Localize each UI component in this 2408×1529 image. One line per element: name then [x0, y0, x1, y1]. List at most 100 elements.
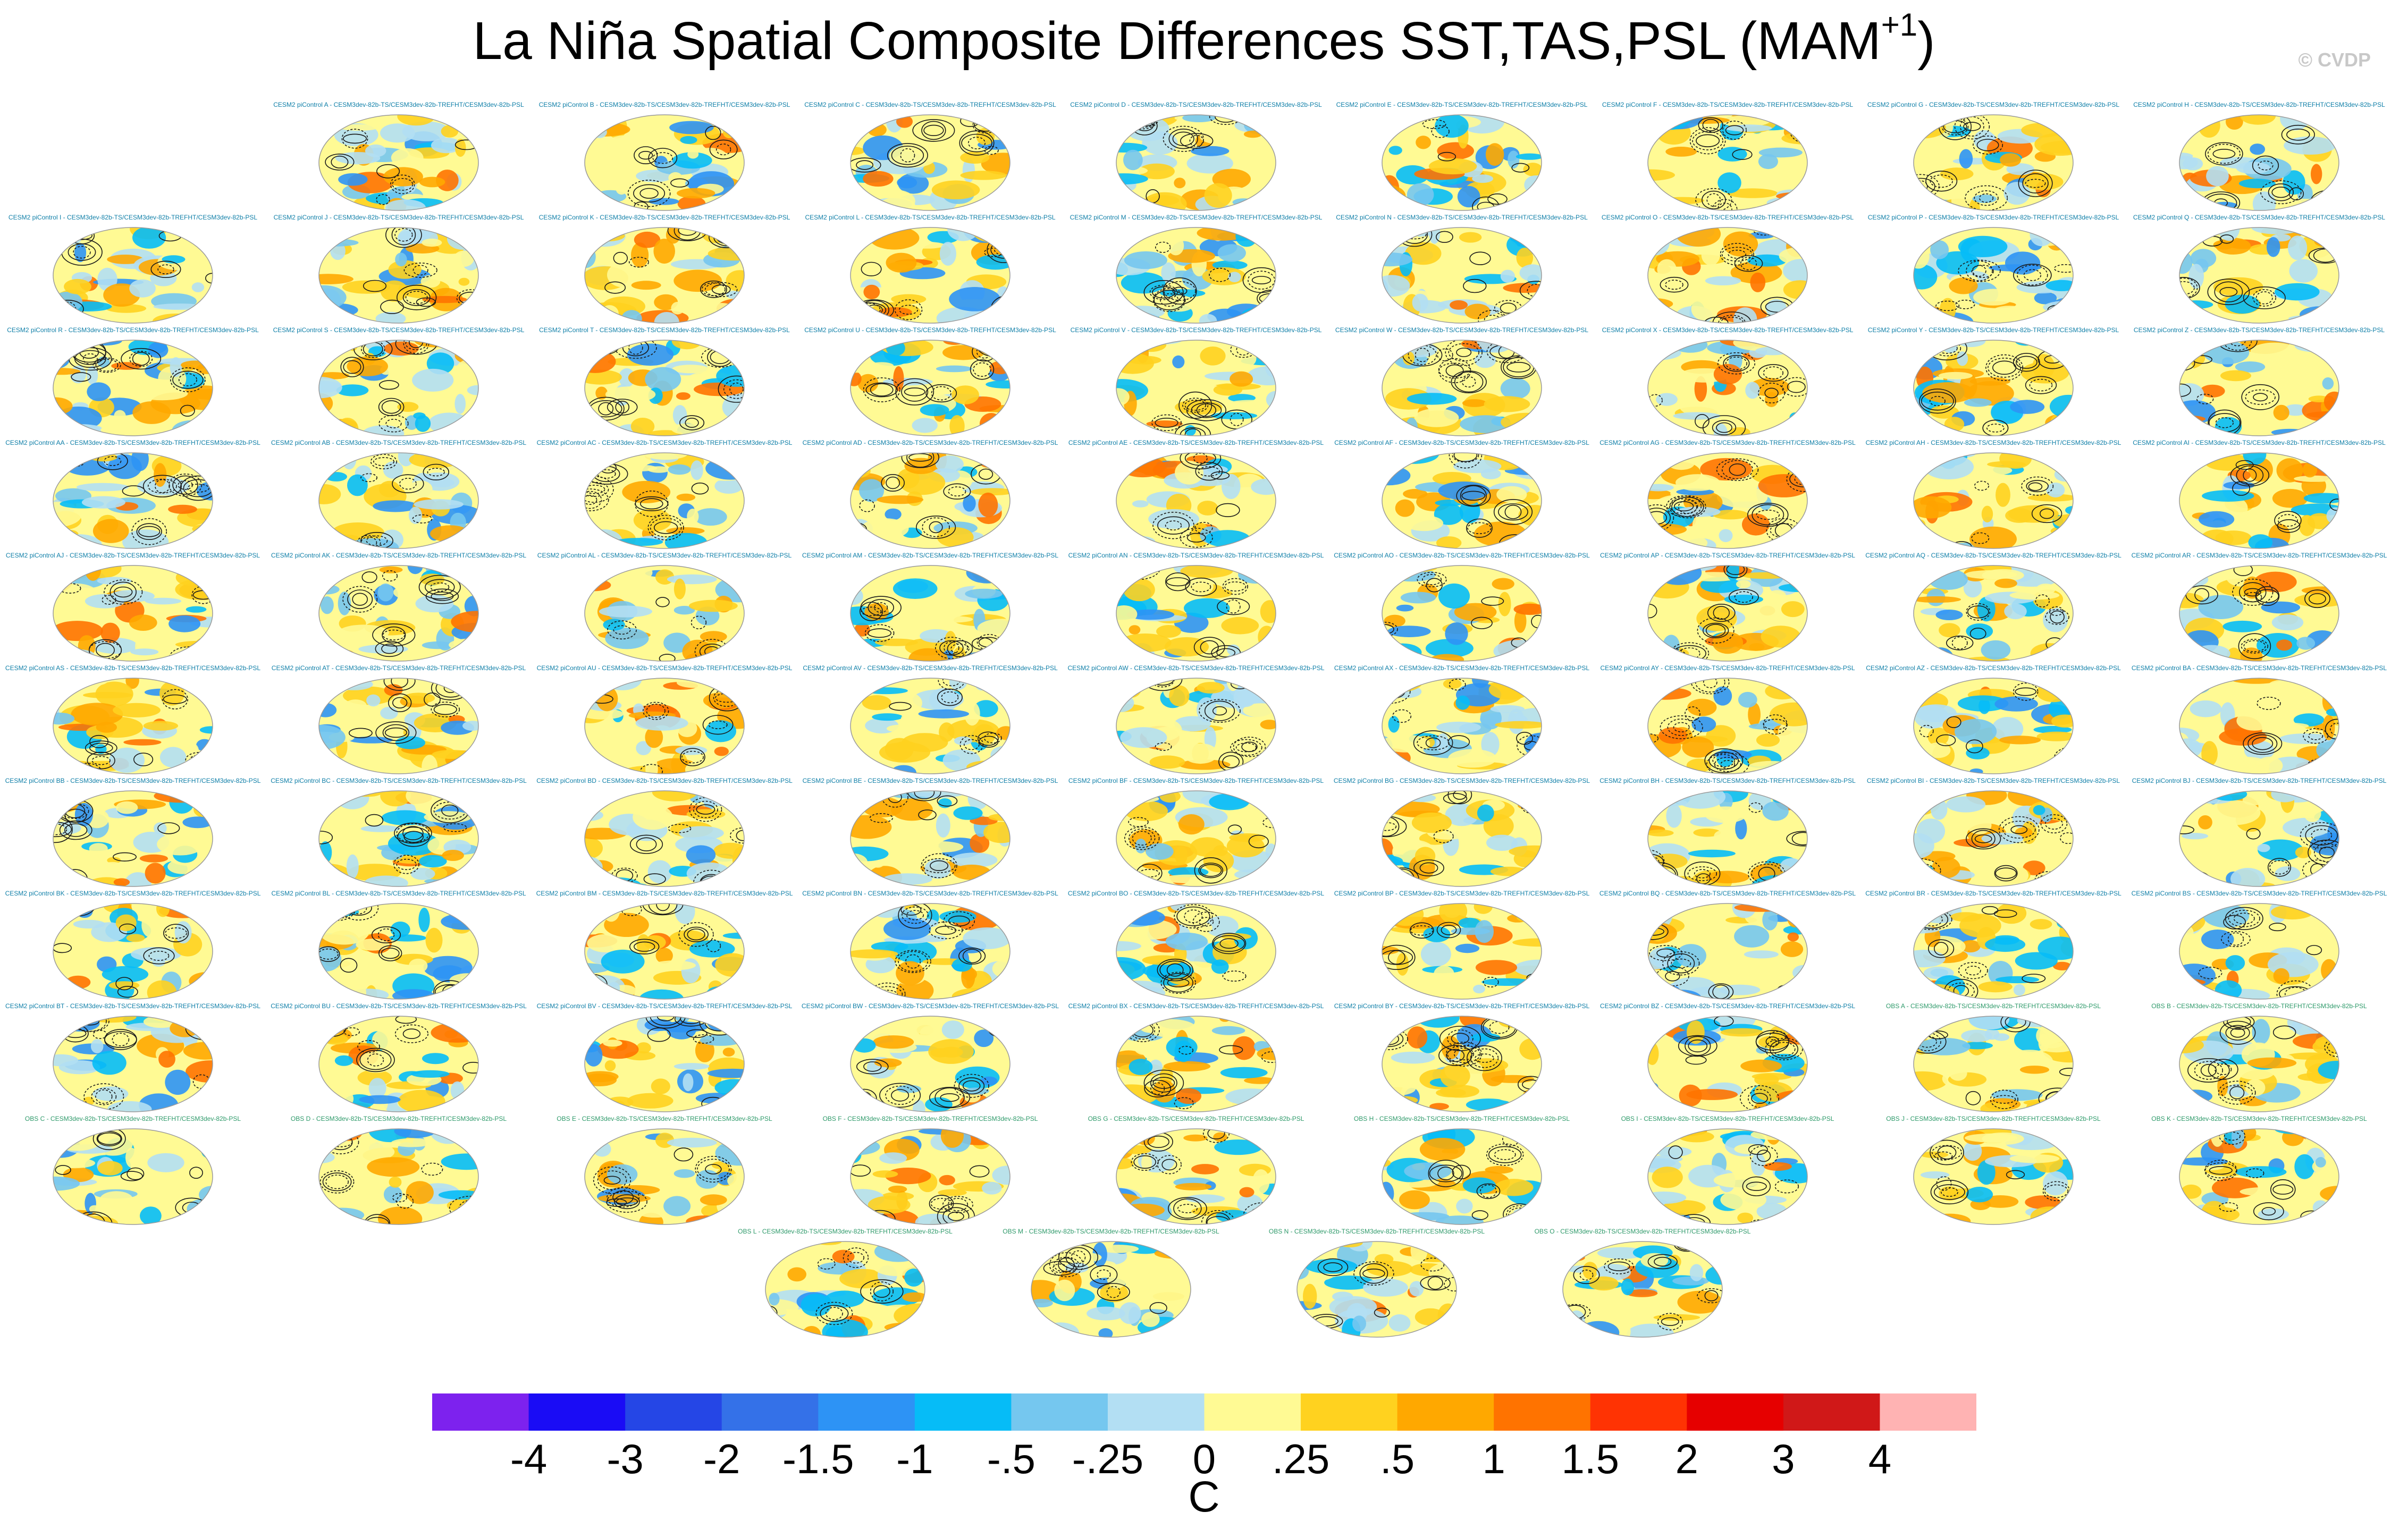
anomaly-patch [1914, 534, 1941, 548]
anomaly-patch [148, 342, 169, 358]
psl-contour [461, 1203, 478, 1213]
psl-contour [382, 724, 410, 741]
psl-contour [725, 652, 744, 661]
psl-contour [1258, 983, 1276, 998]
anomaly-patch [1116, 1026, 1128, 1045]
psl-contour [53, 307, 77, 323]
psl-contour [2269, 860, 2289, 875]
map-svg [1382, 227, 1542, 324]
anomaly-patch [1116, 115, 1134, 123]
colorbar-tick-label: 1.5 [1561, 1435, 1619, 1482]
psl-contour [959, 735, 984, 754]
psl-contour [433, 704, 457, 715]
anomaly-patch [1788, 678, 1807, 693]
anomaly-patch [585, 798, 607, 810]
anomaly-patch [700, 631, 727, 643]
anomaly-patch [2225, 294, 2260, 314]
anomaly-patch [125, 678, 139, 689]
psl-contour [684, 926, 709, 942]
psl-contour [851, 522, 868, 537]
anomaly-patch [604, 1060, 616, 1071]
anomaly-patch [89, 1205, 100, 1213]
anomaly-patch [2179, 567, 2218, 575]
anomaly-patch [415, 595, 454, 613]
map-svg [1116, 903, 1276, 1000]
anomaly-patch [879, 742, 930, 763]
anomaly-patch [1260, 600, 1276, 623]
anomaly-patch [61, 678, 107, 687]
psl-contour [142, 475, 182, 497]
anomaly-patch [1706, 1320, 1722, 1337]
psl-contour [2230, 463, 2270, 487]
map-outline [1647, 452, 1808, 549]
anomaly-patch [333, 1129, 363, 1141]
anomaly-patch [54, 1158, 95, 1169]
colorbar-tick-label: -4 [510, 1435, 548, 1482]
psl-contour [629, 834, 663, 854]
anomaly-patch [1648, 880, 1664, 886]
anomaly-patch [1519, 264, 1542, 282]
anomaly-patch [1116, 115, 1125, 130]
anomaly-patch [908, 648, 948, 661]
map-svg [1647, 340, 1808, 436]
anomaly-patch [1696, 1331, 1716, 1337]
psl-contour [939, 640, 964, 656]
psl-contour [1126, 115, 1159, 130]
anomaly-patch [587, 934, 625, 952]
anomaly-patch [872, 1287, 921, 1307]
anomaly-patch [1914, 1101, 1944, 1112]
anomaly-patch [1914, 833, 1934, 859]
map-svg [53, 790, 213, 887]
anomaly-patch [1167, 235, 1184, 256]
anomaly-patch [96, 722, 117, 733]
psl-contour [360, 536, 377, 548]
panel-label: CESM2 piControl N - CESM3dev-82b-TS/CESM… [1336, 214, 1588, 221]
psl-contour [1493, 499, 1533, 525]
panel-label: CESM2 piControl X - CESM3dev-82b-TS/CESM… [1602, 326, 1854, 334]
psl-contour [1413, 859, 1444, 877]
anomaly-patch [668, 464, 691, 475]
psl-contour [66, 903, 88, 911]
anomaly-patch [627, 1093, 673, 1109]
map-svg [584, 903, 745, 1000]
anomaly-patch [1491, 1075, 1534, 1083]
anomaly-patch [181, 360, 209, 370]
psl-contour [1409, 922, 1434, 939]
psl-contour [650, 518, 682, 537]
anomaly-patch [1243, 130, 1262, 138]
map-outline [318, 1016, 479, 1112]
anomaly-patch [1924, 882, 1957, 886]
anomaly-patch [851, 853, 868, 872]
anomaly-patch [2201, 741, 2218, 766]
anomaly-patch [1499, 1016, 1527, 1028]
anomaly-patch [1098, 1328, 1113, 1337]
colorbar-tick-label: 0 [1192, 1435, 1216, 1482]
psl-contour [1985, 354, 2024, 381]
anomaly-patch [53, 340, 82, 347]
anomaly-patch [1712, 961, 1746, 981]
psl-contour [1185, 577, 1217, 596]
psl-contour [1648, 855, 1660, 869]
psl-contour [117, 986, 138, 998]
anomaly-patch [2257, 843, 2270, 852]
psl-contour [1697, 1288, 1722, 1304]
anomaly-patch [1160, 370, 1175, 391]
map-svg [1913, 678, 2074, 774]
psl-contour [1669, 495, 1706, 519]
psl-contour [395, 1016, 417, 1024]
anomaly-patch [398, 1016, 428, 1028]
psl-contour [1696, 134, 1720, 148]
map-panel: OBS A - CESM3dev-82b-TS/CESM3dev-82b-TRE… [1860, 1000, 2126, 1113]
anomaly-patch [1932, 857, 1960, 878]
psl-contour [1706, 752, 1749, 774]
psl-contour [2319, 847, 2335, 859]
anomaly-patch [1980, 1102, 2011, 1112]
panel-label: CESM2 piControl AY - CESM3dev-82b-TS/CES… [1600, 664, 1855, 672]
psl-contour [163, 694, 187, 704]
anomaly-patch [459, 428, 478, 436]
map-outline [318, 1128, 479, 1225]
map-svg [1647, 565, 1808, 662]
psl-contour [1198, 466, 1220, 477]
anomaly-patch [1387, 626, 1431, 637]
psl-contour [711, 284, 731, 295]
